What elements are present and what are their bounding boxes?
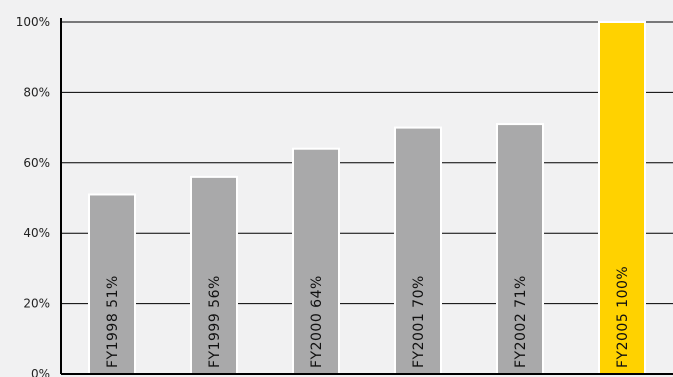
y-tick-label: 100% <box>16 15 50 29</box>
bar-label-fy1999: FY1999 56% <box>207 275 223 368</box>
bar-fy2002 <box>496 123 544 375</box>
bar-fy2005 <box>598 21 646 375</box>
bar-fy1998 <box>88 193 136 375</box>
bar-fy2000 <box>292 147 340 375</box>
y-tick-label: 20% <box>23 297 50 311</box>
y-tick-label: 60% <box>23 156 50 170</box>
y-tick-label: 0% <box>31 367 50 377</box>
bar-labels: FY1998 51% FY1999 56% FY2000 64% FY2001 70%… <box>105 266 631 368</box>
grid-lines <box>61 21 673 305</box>
y-tick-label: 40% <box>23 226 50 240</box>
bar-label-fy2000: FY2000 64% <box>309 275 325 368</box>
bar-label-fy2001: FY2001 70% <box>411 275 427 368</box>
y-tick-label: 80% <box>23 85 50 99</box>
bar-label-fy2002: FY2002 71% <box>513 275 529 368</box>
bar-label-fy2005: FY2005 100% <box>615 266 631 368</box>
y-axis: 0% 20% 40% 60% 80% 100% <box>16 15 673 377</box>
bar-fy2001 <box>394 126 442 375</box>
bars <box>88 21 646 375</box>
bar-label-fy1998: FY1998 51% <box>105 275 121 368</box>
